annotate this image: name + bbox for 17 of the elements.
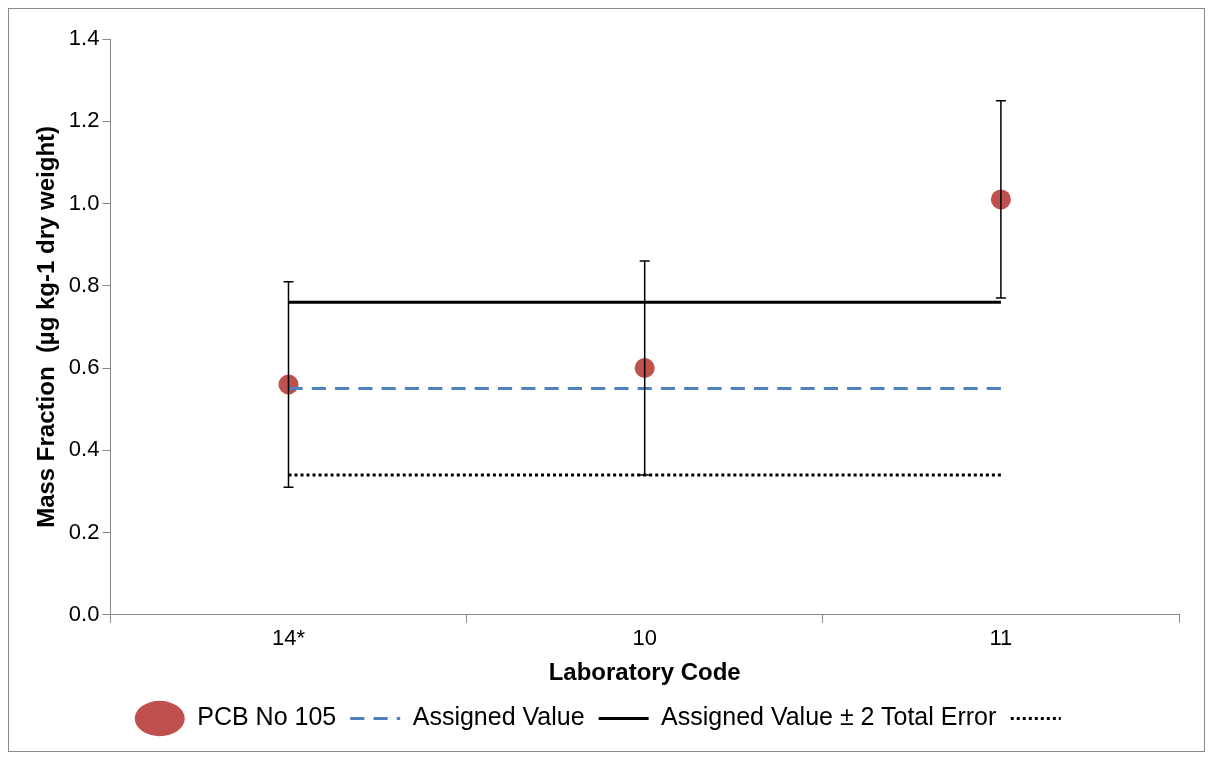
legend-label: PCB No 105 <box>197 702 337 731</box>
y-tick-label: 0.0 <box>68 600 100 626</box>
y-tick-label: 1.2 <box>68 107 100 133</box>
x-tick-label: 14* <box>271 625 306 651</box>
legend-label: Assigned Value ± 2 Total Error <box>661 702 997 731</box>
x-tick-label: 11 <box>989 625 1013 651</box>
point <box>634 358 655 379</box>
y-tick-label: 1.0 <box>68 189 100 215</box>
y-tick-label: 0.4 <box>68 436 100 462</box>
y-axis-title: Mass Fraction (µg kg-1 dry weight) <box>32 125 60 528</box>
x-tick-label: 10 <box>632 625 657 651</box>
legend-label: Assigned Value <box>412 702 585 731</box>
y-tick-label: 0.8 <box>68 271 100 297</box>
y-tick-label: 0.2 <box>68 518 100 544</box>
x-axis-title: Laboratory Code <box>548 658 741 686</box>
y-tick-label: 1.4 <box>68 25 100 51</box>
y-tick-label: 0.6 <box>68 354 100 380</box>
